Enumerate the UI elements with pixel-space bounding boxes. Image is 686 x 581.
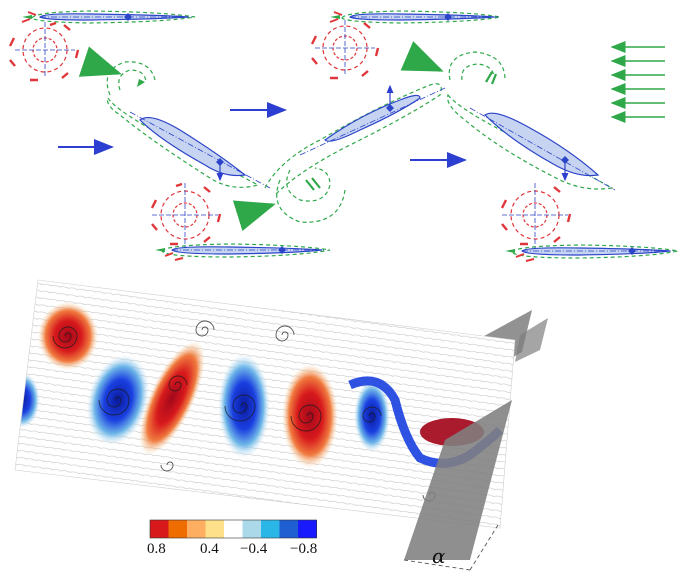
colorbar-swatch xyxy=(168,520,188,538)
colorbar-swatch xyxy=(187,520,206,538)
colorbar-tick-neg-0.4: −0.4 xyxy=(240,541,268,557)
vortex-ring-top-middle xyxy=(310,20,380,80)
vortex-blue-2 xyxy=(218,354,270,458)
plate-front xyxy=(404,400,512,560)
vortex-ring-top-left xyxy=(8,21,80,82)
colorbar-swatch xyxy=(279,520,299,538)
foil-diagonal-ascending xyxy=(264,83,446,223)
vortex-ring-bottom-right xyxy=(500,183,572,248)
colorbar-frame xyxy=(149,519,317,539)
vortex-red-2 xyxy=(139,341,205,455)
foil-bottom-right xyxy=(505,244,679,262)
colorbar-tick-0.8: 0.8 xyxy=(147,541,166,557)
colorbar-tick-0.4: 0.4 xyxy=(200,541,219,557)
foil-top-left xyxy=(21,10,196,24)
foil-diagonal-descending-1 xyxy=(106,61,271,189)
colorbar-swatch xyxy=(205,520,225,538)
foil-top-middle xyxy=(329,10,501,24)
foil-diagonal-descending-2 xyxy=(447,51,616,191)
incoming-flow-arrows xyxy=(610,41,665,123)
colorbar-swatch xyxy=(261,520,280,538)
angle-indicator xyxy=(403,524,499,571)
vortex-red-1 xyxy=(38,302,98,370)
foil-bottom-left xyxy=(155,243,331,261)
angle-label: α xyxy=(432,544,446,568)
vortex-blue-3 xyxy=(354,380,390,452)
colorbar-swatch xyxy=(224,520,243,538)
colorbar-swatch xyxy=(298,520,317,538)
vortex-ring-bottom-left xyxy=(150,182,222,248)
colorbar-swatch xyxy=(242,520,262,538)
colorbar-tick-neg-0.8: −0.8 xyxy=(290,541,318,557)
foil-sequence-schematic xyxy=(8,10,679,262)
colorbar-swatch xyxy=(150,520,169,538)
vortex-blue-1 xyxy=(86,354,150,446)
vortex-red-3 xyxy=(282,364,338,468)
freestream-arrows xyxy=(58,102,467,168)
motion-arrows xyxy=(78,41,444,232)
